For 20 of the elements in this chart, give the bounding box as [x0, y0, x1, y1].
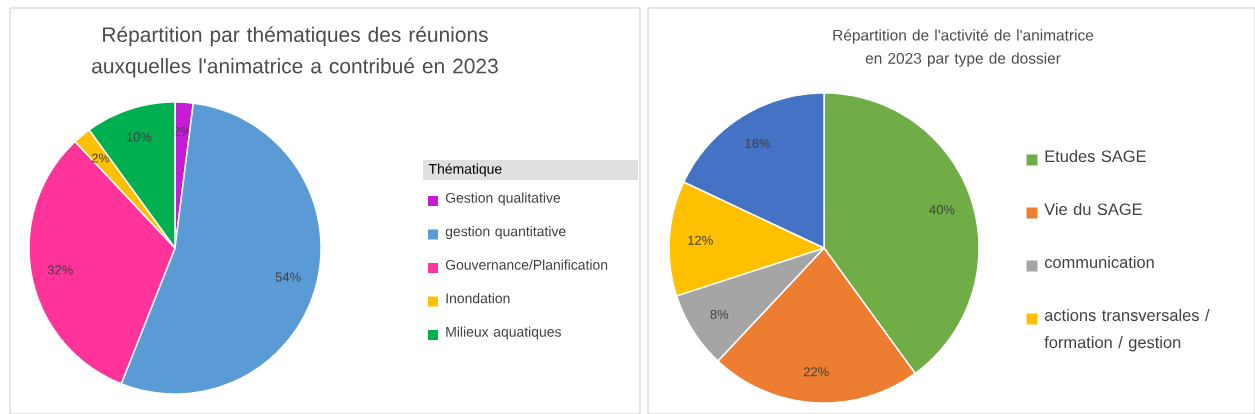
data-label: 8% [710, 309, 729, 320]
legend-label: communication [1044, 255, 1154, 269]
data-label: 10% [126, 132, 152, 142]
chart-title: Répartition de l'activité de l'animatrice en 2023 par type de dossier [833, 29, 1094, 67]
data-label: 32% [47, 265, 73, 275]
data-label: 12% [688, 235, 713, 245]
data-label: 18% [745, 138, 771, 148]
legend-title: Thématique [428, 163, 502, 177]
legend-label: gestion quantitative [445, 226, 566, 240]
legend-label: Gouvernance/Planification [445, 259, 608, 270]
legend-label: Inondation [446, 293, 510, 304]
data-label: 22% [803, 367, 829, 377]
legend-label: Gestion qualitative [445, 192, 561, 206]
legend-label: actions transversales / formation / gestion [1044, 308, 1210, 352]
chart-title: Répartition par thématiques des réunions auxquelles l'animatrice a contribué en 2023 [92, 26, 498, 78]
legend-label: Etudes SAGE [1045, 149, 1146, 163]
legend-label: Vie du SAGE [1044, 202, 1142, 216]
legend-label: Milieux aquatiques [446, 326, 561, 340]
data-label: 40% [929, 205, 955, 215]
data-label: 54% [275, 272, 301, 282]
